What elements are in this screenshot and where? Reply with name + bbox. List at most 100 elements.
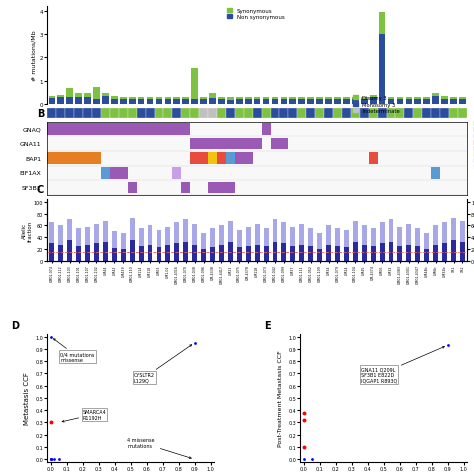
Y-axis label: Metastasis CCF: Metastasis CCF — [24, 372, 30, 425]
Bar — [209, 94, 216, 99]
Bar — [334, 100, 341, 105]
Legend: Synonymous, Non synonymous: Synonymous, Non synonymous — [227, 8, 285, 20]
Bar — [441, 99, 448, 105]
Bar — [442, 244, 447, 262]
Bar — [361, 98, 368, 100]
Bar — [85, 227, 90, 262]
Bar — [415, 247, 420, 262]
Bar — [102, 97, 109, 105]
Bar — [440, 108, 449, 119]
Bar — [362, 245, 367, 262]
Bar — [458, 108, 467, 119]
Bar — [236, 98, 243, 100]
Text: B: B — [37, 109, 44, 119]
Point — [47, 456, 55, 463]
Bar — [271, 108, 280, 119]
Bar — [406, 98, 412, 100]
Bar — [291, 246, 295, 262]
Point — [47, 419, 55, 426]
Bar — [174, 223, 179, 262]
Bar — [47, 108, 56, 119]
Bar — [156, 248, 162, 262]
Bar — [306, 108, 315, 119]
Bar — [182, 100, 189, 105]
Bar — [57, 98, 64, 105]
Bar — [138, 98, 145, 100]
Bar — [344, 248, 349, 262]
Bar — [58, 245, 63, 262]
Bar — [173, 124, 181, 136]
Point — [308, 456, 315, 463]
Bar — [254, 98, 261, 100]
Bar — [58, 226, 63, 262]
Bar — [460, 221, 465, 262]
Bar — [307, 98, 314, 100]
Bar — [282, 244, 286, 262]
Bar — [165, 227, 170, 262]
Bar — [94, 225, 99, 262]
Bar — [67, 241, 72, 262]
Bar — [291, 227, 295, 262]
Bar — [280, 139, 288, 150]
Bar — [65, 108, 74, 119]
Bar — [271, 139, 280, 150]
Bar — [228, 243, 233, 262]
Bar — [389, 220, 393, 262]
Bar — [209, 99, 216, 105]
Bar — [164, 108, 173, 119]
Bar — [66, 89, 73, 98]
Bar — [129, 98, 136, 99]
Bar — [379, 13, 385, 35]
Bar — [164, 124, 173, 136]
Bar — [343, 100, 350, 105]
Bar — [138, 100, 145, 105]
Text: E: E — [264, 320, 271, 330]
Bar — [272, 100, 278, 105]
Bar — [139, 247, 144, 262]
Bar — [173, 168, 181, 179]
Bar — [49, 223, 55, 262]
Bar — [414, 98, 421, 100]
Bar — [75, 98, 82, 105]
Bar — [406, 245, 411, 262]
Bar — [190, 153, 199, 165]
Legend: Disomy 3, Monosomy 3, Indeterminate: Disomy 3, Monosomy 3, Indeterminate — [352, 95, 401, 114]
Bar — [235, 139, 244, 150]
Bar — [65, 124, 74, 136]
Bar — [246, 246, 251, 262]
Bar — [183, 220, 188, 262]
Bar — [201, 233, 206, 262]
Bar — [308, 229, 313, 262]
Bar — [432, 97, 439, 105]
Bar — [67, 220, 72, 262]
Text: GNA11: GNA11 — [19, 142, 41, 147]
Bar — [282, 223, 286, 262]
Bar — [387, 108, 395, 119]
Bar — [370, 98, 376, 105]
Bar — [210, 248, 215, 262]
Point — [47, 333, 55, 341]
Bar — [165, 246, 170, 262]
Bar — [183, 242, 188, 262]
Bar — [315, 108, 324, 119]
Bar — [244, 139, 253, 150]
Bar — [128, 124, 137, 136]
Bar — [130, 241, 135, 262]
Bar — [326, 245, 331, 262]
Bar — [75, 93, 82, 98]
Bar — [237, 231, 242, 262]
Bar — [121, 250, 126, 262]
Bar — [290, 99, 296, 105]
Bar — [226, 182, 235, 194]
Bar — [120, 100, 127, 105]
Bar — [263, 100, 269, 105]
Bar — [334, 98, 341, 100]
Bar — [379, 35, 385, 105]
Point — [300, 409, 308, 416]
Bar — [74, 124, 83, 136]
Bar — [342, 108, 351, 119]
Bar — [235, 108, 244, 119]
Bar — [201, 250, 206, 262]
Bar — [146, 108, 155, 119]
Bar — [84, 98, 91, 105]
